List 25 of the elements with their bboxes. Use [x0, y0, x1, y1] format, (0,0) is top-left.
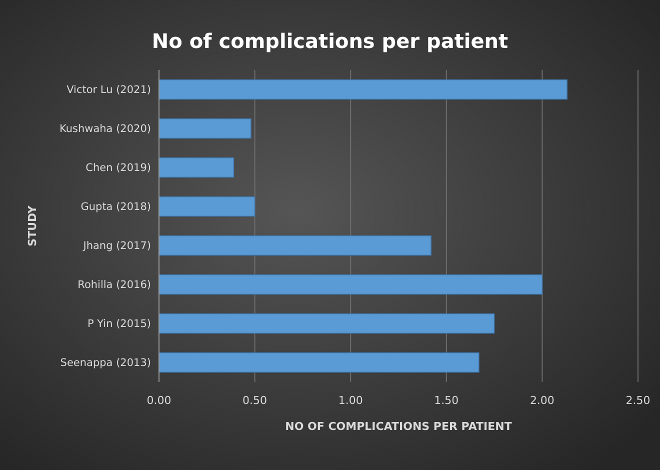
x-tick-label: 2.00	[530, 394, 554, 407]
y-tick-label: Victor Lu (2021)	[66, 84, 151, 96]
bar	[158, 313, 495, 334]
x-tick-label: 1.50	[434, 394, 459, 407]
bar	[158, 196, 256, 217]
bar	[158, 352, 480, 373]
x-tick-label: 0.50	[242, 394, 268, 407]
y-axis-title: STUDY	[26, 204, 39, 246]
bar	[158, 274, 543, 295]
x-tick-label: 0.00	[146, 394, 172, 407]
bar	[158, 157, 234, 178]
y-tick-label: Seenappa (2013)	[60, 357, 151, 370]
x-tick-label: 1.00	[338, 394, 363, 407]
y-tick-label: Gupta (2018)	[80, 201, 151, 214]
y-tick-label: Jhang (2017)	[82, 240, 151, 252]
y-tick-label: Kushwaha (2020)	[59, 123, 151, 136]
bar	[158, 235, 432, 256]
bar	[158, 118, 252, 139]
y-tick-label: P Yin (2015)	[87, 318, 151, 330]
x-tick-label: 2.50	[626, 394, 650, 407]
bar	[158, 79, 568, 100]
y-tick-label: Rohilla (2016)	[78, 279, 151, 292]
x-axis-title: NO OF COMPLICATIONS PER PATIENT	[285, 420, 512, 433]
chart-title: No of complications per patient	[152, 29, 509, 53]
y-tick-label: Chen (2019)	[86, 162, 151, 174]
